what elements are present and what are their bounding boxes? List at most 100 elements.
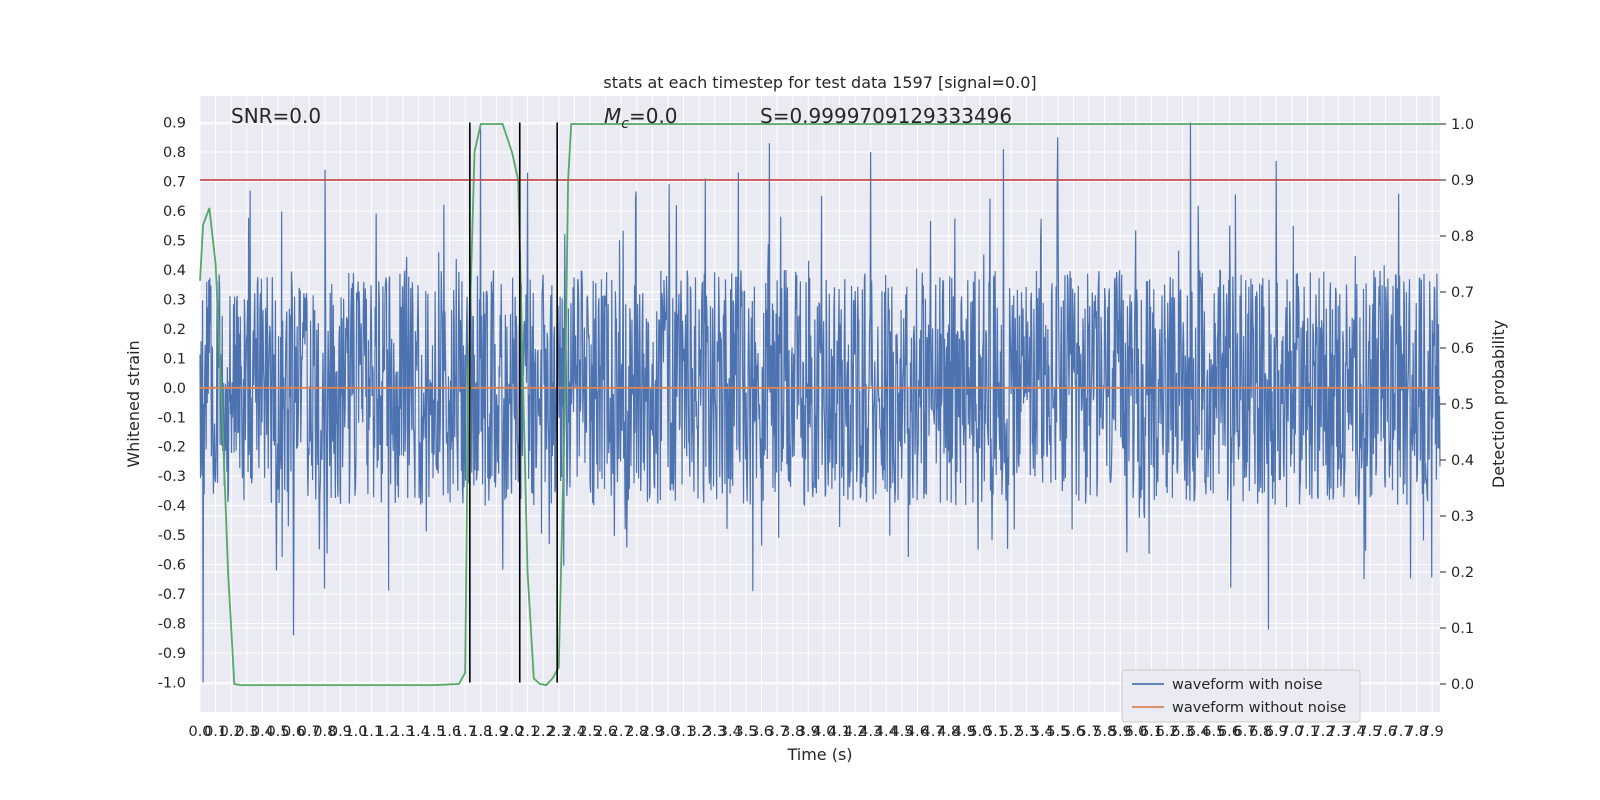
- y-tick-label: -0.7: [158, 587, 186, 603]
- x-tick-label: 0.6: [282, 724, 305, 740]
- x-tick-label: 6.9: [1265, 724, 1288, 740]
- x-tick-label: 1.8: [469, 724, 492, 740]
- x-tick-label: 1.1: [360, 724, 383, 740]
- x-tick-label: 7.0: [1280, 724, 1303, 740]
- x-tick-label: 2.7: [610, 724, 633, 740]
- y2-tick-label: 0.6: [1451, 341, 1474, 357]
- y-tick-label: -0.1: [158, 410, 186, 426]
- y-tick-label: -1.0: [158, 676, 186, 692]
- x-tick-label: 5.7: [1078, 724, 1101, 740]
- x-tick-label: 4.1: [828, 724, 851, 740]
- y-tick-label: -0.5: [158, 528, 186, 544]
- y-tick-label: -0.6: [158, 558, 186, 574]
- x-tick-label: 2.1: [516, 724, 539, 740]
- x-tick-label: 0.3: [235, 724, 258, 740]
- detection-probability-line: [199, 123, 1440, 687]
- x-tick-label: 7.8: [1405, 724, 1428, 740]
- x-tick-label: 1.2: [376, 724, 399, 740]
- x-tick-label: 7.5: [1358, 724, 1381, 740]
- y-tick-label: -0.2: [158, 440, 186, 456]
- x-tick-label: 3.5: [734, 724, 757, 740]
- x-tick-label: 4.7: [922, 724, 945, 740]
- mc-subscript: c: [621, 116, 629, 132]
- y2-tick-label: 0.1: [1451, 621, 1474, 637]
- x-tick-label: 6.2: [1156, 724, 1179, 740]
- x-tick-label: 2.8: [625, 724, 648, 740]
- x-tick-label: 1.3: [391, 724, 414, 740]
- x-tick-label: 6.4: [1187, 724, 1210, 740]
- x-tick-label: 5.8: [1093, 724, 1116, 740]
- x-tick-label: 7.3: [1327, 724, 1350, 740]
- x-tick-label: 3.4: [719, 724, 742, 740]
- y-axis-ticks: 0.9 0.8 0.7 0.6 0.5 0.4 0.3 0.2 0.1 0.0 -0.1 -0.2 -0…: [158, 116, 186, 692]
- x-tick-label: 1.5: [422, 724, 445, 740]
- x-tick-label: 0.7: [298, 724, 321, 740]
- x-tick-label: 0.5: [266, 724, 289, 740]
- x-tick-label: 4.2: [844, 724, 867, 740]
- y2-axis-label: Detection probability: [1489, 320, 1508, 488]
- y2-tick-label: 0.0: [1451, 677, 1474, 693]
- waveform-with-noise-series: [199, 122, 1441, 683]
- x-tick-label: 6.6: [1218, 724, 1241, 740]
- y-tick-label: -0.9: [158, 646, 186, 662]
- s-annotation: S=0.9999709129333496: [760, 104, 1012, 128]
- y2-tick-label: 0.4: [1451, 453, 1474, 469]
- x-tick-label: 7.4: [1343, 724, 1366, 740]
- y-tick-label: 0.3: [163, 292, 186, 308]
- line-series-layer: [199, 123, 1440, 687]
- x-tick-label: 2.4: [563, 724, 586, 740]
- x-tick-label: 5.1: [984, 724, 1007, 740]
- x-tick-label: 5.2: [1000, 724, 1023, 740]
- x-tick-label: 7.2: [1311, 724, 1334, 740]
- x-tick-label: 5.4: [1031, 724, 1054, 740]
- y2-tick-label: 0.7: [1451, 285, 1474, 301]
- x-tick-label: 3.0: [656, 724, 679, 740]
- x-tick-label: 3.3: [703, 724, 726, 740]
- x-tick-label: 6.1: [1140, 724, 1163, 740]
- x-tick-label: 6.8: [1249, 724, 1272, 740]
- y-tick-label: 0.5: [163, 233, 186, 249]
- x-tick-label: 3.9: [797, 724, 820, 740]
- mc-symbol: M: [604, 104, 621, 128]
- x-tick-label: 3.7: [766, 724, 789, 740]
- x-axis-label: Time (s): [786, 745, 852, 764]
- mc-value: =0.0: [629, 104, 678, 128]
- x-tick-label: 0.2: [220, 724, 243, 740]
- x-tick-label: 7.9: [1421, 724, 1444, 740]
- x-tick-label: 1.6: [438, 724, 461, 740]
- x-tick-label: 7.6: [1374, 724, 1397, 740]
- x-tick-label: 5.5: [1046, 724, 1069, 740]
- x-tick-label: 1.9: [485, 724, 508, 740]
- x-tick-label: 4.6: [906, 724, 929, 740]
- x-tick-label: 0.8: [313, 724, 336, 740]
- x-tick-label: 4.0: [812, 724, 835, 740]
- x-tick-label: 7.7: [1389, 724, 1412, 740]
- x-axis-ticks: 0.00.10.20.30.40.50.60.70.80.91.01.11.21…: [188, 724, 1443, 740]
- x-tick-label: 6.0: [1124, 724, 1147, 740]
- x-tick-label: 3.1: [672, 724, 695, 740]
- x-tick-label: 2.6: [594, 724, 617, 740]
- x-tick-label: 2.9: [641, 724, 664, 740]
- x-tick-label: 5.6: [1062, 724, 1085, 740]
- x-tick-label: 2.3: [547, 724, 570, 740]
- x-tick-label: 5.0: [968, 724, 991, 740]
- x-tick-label: 1.0: [344, 724, 367, 740]
- y-tick-label: -0.3: [158, 469, 186, 485]
- y-tick-label: 0.4: [163, 263, 186, 279]
- y-tick-label: 0.7: [163, 174, 186, 190]
- x-tick-label: 5.9: [1109, 724, 1132, 740]
- x-tick-label: 2.0: [500, 724, 523, 740]
- y2-tick-label: 1.0: [1451, 117, 1474, 133]
- x-tick-label: 2.5: [578, 724, 601, 740]
- chart-title: stats at each timestep for test data 159…: [603, 73, 1036, 92]
- vertical-markers: [469, 122, 558, 683]
- waveform-with-noise-line: [199, 122, 1441, 683]
- x-tick-label: 0.0: [188, 724, 211, 740]
- y-tick-label: 0.0: [163, 381, 186, 397]
- y-tick-label: 0.6: [163, 204, 186, 220]
- x-tick-label: 4.3: [859, 724, 882, 740]
- snr-annotation: SNR=0.0: [231, 104, 321, 128]
- y2-axis-ticks: 1.0 0.9 0.8 0.7 0.6 0.5 0.4 0.3 0.2 0.1 0.0: [1440, 117, 1474, 693]
- legend: waveform with noise waveform without noi…: [1121, 669, 1361, 723]
